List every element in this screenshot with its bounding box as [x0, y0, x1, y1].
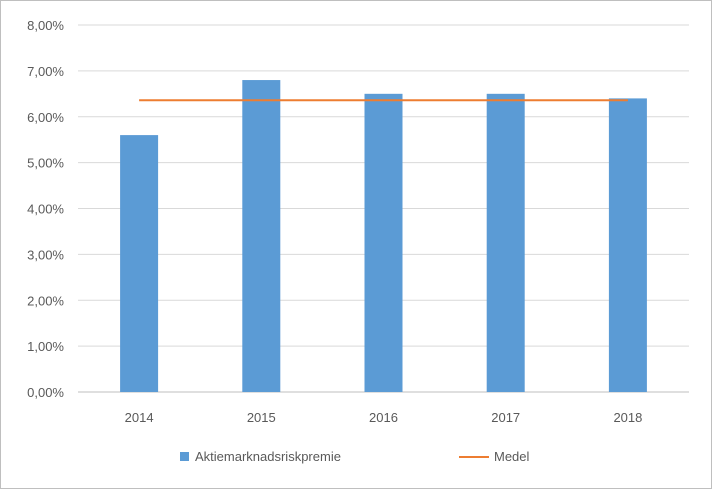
bar-series	[120, 80, 647, 393]
bar	[608, 98, 647, 393]
y-tick-label: 1,00%	[27, 339, 64, 354]
bar	[364, 93, 403, 392]
bar	[242, 80, 281, 393]
y-axis-tick-labels: 0,00% 1,00% 2,00% 3,00% 4,00% 5,00% 6,00% 7,00%…	[27, 18, 64, 400]
y-tick-label: 7,00%	[27, 64, 64, 79]
x-tick-label: 2017	[491, 410, 520, 425]
y-tick-label: 6,00%	[27, 110, 64, 125]
y-tick-label: 3,00%	[27, 247, 64, 262]
x-tick-label: 2018	[613, 410, 642, 425]
legend: Aktiemarknadsriskpremie Medel	[180, 449, 530, 464]
x-tick-label: 2016	[369, 410, 398, 425]
legend-label-bar-series: Aktiemarknadsriskpremie	[195, 449, 341, 464]
x-tick-label: 2014	[125, 410, 154, 425]
legend-label-line-series: Medel	[494, 449, 530, 464]
bar	[486, 93, 525, 392]
y-tick-label: 2,00%	[27, 293, 64, 308]
bar	[120, 135, 159, 392]
y-tick-label: 5,00%	[27, 156, 64, 171]
x-axis-tick-labels: 2014 2015 2016 2017 2018	[125, 410, 643, 425]
y-tick-label: 0,00%	[27, 385, 64, 400]
y-tick-label: 8,00%	[27, 18, 64, 33]
legend-swatch-bar-series	[180, 452, 189, 461]
y-tick-label: 4,00%	[27, 202, 64, 217]
x-tick-label: 2015	[247, 410, 276, 425]
